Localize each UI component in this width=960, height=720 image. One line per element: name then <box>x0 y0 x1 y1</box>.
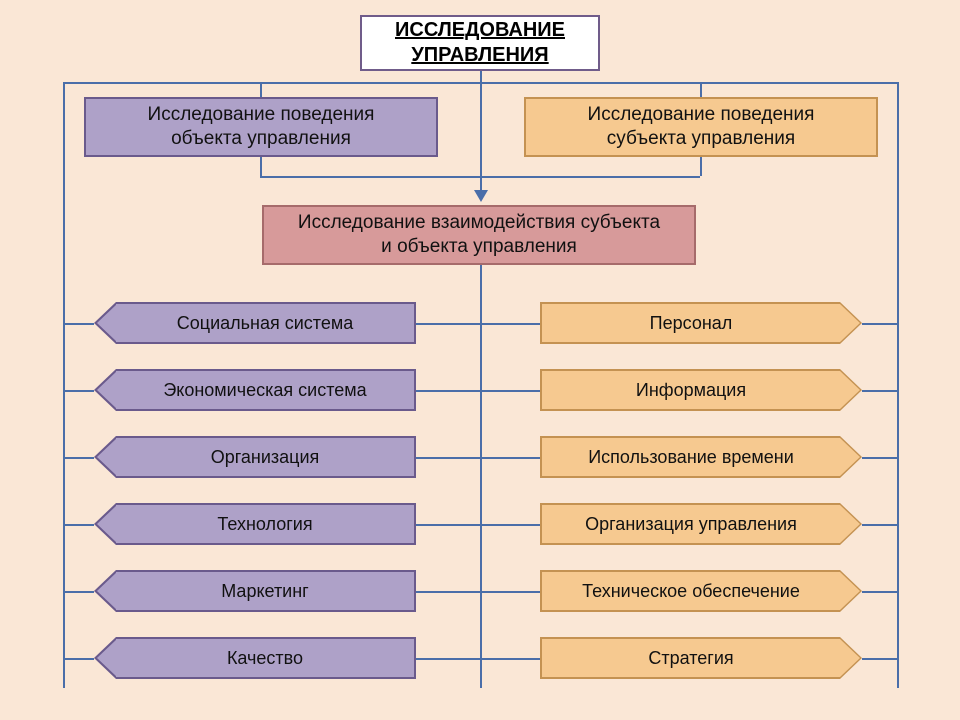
right-arrow-label: Стратегия <box>540 637 840 679</box>
connector-vline <box>480 82 482 176</box>
right-arrow-label: Техническое обеспечение <box>540 570 840 612</box>
right-arrow-label: Информация <box>540 369 840 411</box>
title-box: ИССЛЕДОВАНИЕ УПРАВЛЕНИЯ <box>360 15 600 71</box>
l2-right-t1: Исследование поведения <box>588 103 815 127</box>
connector-hline <box>862 390 897 392</box>
connector-vline <box>897 82 899 688</box>
left-arrow-label: Маркетинг <box>116 570 416 612</box>
right-arrow-label: Организация управления <box>540 503 840 545</box>
connector-vline <box>480 265 482 688</box>
connector-vline <box>63 82 65 688</box>
connector-hline <box>480 658 540 660</box>
connector-hline <box>416 658 480 660</box>
connector-hline <box>862 591 897 593</box>
level3-interaction-research: Исследование взаимодействия субъекта и о… <box>262 205 696 265</box>
connector-vline <box>700 82 702 97</box>
connector-hline <box>862 658 897 660</box>
connector-arrowhead <box>474 190 488 202</box>
connector-hline <box>416 524 480 526</box>
right-arrow-label: Персонал <box>540 302 840 344</box>
connector-hline <box>480 323 540 325</box>
l3-t1: Исследование взаимодействия субъекта <box>298 211 660 235</box>
connector-vline <box>260 82 262 97</box>
level2-subject-research: Исследование поведения субъекта управлен… <box>524 97 878 157</box>
connector-hline <box>63 524 94 526</box>
left-arrow-label: Экономическая система <box>116 369 416 411</box>
level2-object-research: Исследование поведения объекта управлени… <box>84 97 438 157</box>
connector-hline <box>63 323 94 325</box>
connector-hline <box>63 658 94 660</box>
l2-right-t2: субъекта управления <box>588 127 815 151</box>
connector-hline <box>862 457 897 459</box>
connector-hline <box>416 323 480 325</box>
l3-t2: и объекта управления <box>298 235 660 259</box>
left-arrow-label: Организация <box>116 436 416 478</box>
connector-hline <box>63 591 94 593</box>
connector-hline <box>862 323 897 325</box>
connector-hline <box>416 591 480 593</box>
connector-hline <box>480 390 540 392</box>
connector-vline <box>700 157 702 176</box>
left-arrow-label: Социальная система <box>116 302 416 344</box>
connector-hline <box>416 457 480 459</box>
connector-vline <box>260 157 262 176</box>
connector-hline <box>480 591 540 593</box>
connector-vline <box>480 71 482 82</box>
title-line1: ИССЛЕДОВАНИЕ <box>395 18 565 43</box>
left-arrow-label: Качество <box>116 637 416 679</box>
connector-hline <box>862 524 897 526</box>
l2-left-t1: Исследование поведения <box>148 103 375 127</box>
title-line2: УПРАВЛЕНИЯ <box>395 43 565 68</box>
connector-hline <box>416 390 480 392</box>
l2-left-t2: объекта управления <box>148 127 375 151</box>
connector-hline <box>63 457 94 459</box>
diagram-canvas: { "diagram": { "type": "flowchart", "bac… <box>0 0 960 720</box>
connector-hline <box>63 390 94 392</box>
right-arrow-label: Использование времени <box>540 436 840 478</box>
left-arrow-label: Технология <box>116 503 416 545</box>
connector-hline <box>480 524 540 526</box>
connector-hline <box>480 457 540 459</box>
